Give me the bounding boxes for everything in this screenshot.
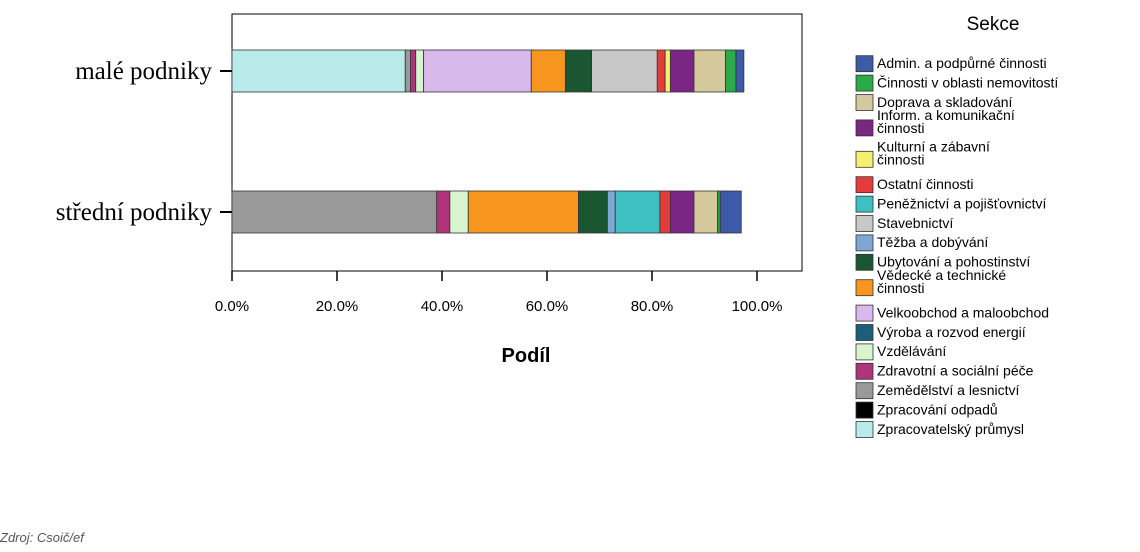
legend-label: Výroba a rozvod energií	[877, 324, 1026, 340]
legend-label: Zpracování odpadů	[877, 401, 998, 417]
legend-label: Peněžnictví a pojišťovnictví	[877, 195, 1047, 211]
legend-swatch	[855, 421, 874, 438]
category-label: malé podniky	[75, 58, 212, 85]
legend-label: Doprava a skladování	[877, 94, 1013, 110]
bar-segment	[693, 49, 726, 93]
bar-segment	[530, 49, 566, 93]
bar-segment	[467, 190, 579, 234]
legend-swatch	[855, 215, 874, 232]
source-note: Zdroj: Csoič/ef	[0, 530, 84, 545]
x-axis: 0.0% 20.0% 40.0% 60.0% 80.0% 100.0%	[215, 271, 783, 315]
legend-title: Sekce	[967, 14, 1020, 35]
bar-segment	[725, 49, 737, 93]
x-tick-label: 0.0%	[215, 298, 249, 315]
x-tick-label: 20.0%	[316, 298, 359, 315]
bar-segment	[449, 190, 469, 234]
legend-label: Kulturní a zábavní činnosti	[877, 139, 990, 168]
legend-swatch	[855, 343, 874, 361]
bar-segment	[669, 190, 695, 234]
legend-swatch	[855, 401, 874, 419]
bar-segment	[231, 49, 406, 93]
legend-swatch	[855, 176, 874, 194]
bar-segment	[719, 190, 742, 234]
legend-swatch	[855, 150, 874, 168]
legend-label: Činnosti v oblasti nemovitostí	[877, 74, 1058, 90]
bar-segment	[415, 49, 425, 93]
bar-segment	[669, 49, 695, 93]
bar-segment	[614, 190, 661, 234]
legend-swatch	[855, 362, 874, 380]
legend-label: Ostatní činnosti	[877, 176, 974, 192]
legend-swatch	[855, 382, 874, 400]
bar-segment	[410, 49, 417, 93]
bar-segment	[404, 49, 411, 93]
category-label: střední podniky	[56, 199, 213, 226]
legend-swatch	[855, 304, 874, 322]
legend-swatch	[855, 324, 874, 341]
bar-segment	[659, 190, 671, 234]
legend-label: Vědecké a technické činnosti	[877, 267, 1006, 296]
legend-swatch	[855, 253, 874, 271]
legend: Admin. a podpůrné činnosti Činnosti v obl…	[855, 55, 1058, 438]
legend-label: Zemědělství a lesnictví	[877, 382, 1019, 398]
legend-swatch	[855, 94, 874, 111]
bar-segment	[664, 49, 671, 93]
y-axis: malé podniky střední podniky	[56, 58, 232, 226]
legend-label: Vzdělávání	[877, 343, 946, 359]
legend-label: Velkoobchod a maloobchod	[877, 304, 1049, 320]
legend-label: Těžba a dobývání	[877, 234, 988, 250]
bar-segment	[423, 49, 532, 93]
bar-segment	[693, 190, 719, 234]
bar-segment	[591, 49, 658, 93]
bars-layer	[231, 49, 745, 234]
x-tick-label: 80.0%	[631, 298, 674, 315]
x-tick-label: 60.0%	[526, 298, 569, 315]
bar-segment	[656, 49, 666, 93]
legend-swatch	[855, 195, 874, 213]
bar-segment	[735, 49, 745, 93]
legend-label: Zdravotní a sociální péče	[877, 363, 1034, 379]
bar-segment	[578, 190, 608, 234]
bar-segment	[564, 49, 593, 93]
legend-label: Admin. a podpůrné činnosti	[877, 55, 1047, 71]
x-tick-label: 100.0%	[732, 298, 783, 315]
legend-label: Ubytování a pohostinství	[877, 254, 1030, 270]
legend-swatch	[855, 234, 874, 252]
legend-label: Zpracovatelský průmysl	[877, 421, 1024, 437]
legend-swatch	[855, 74, 874, 92]
legend-label: Stavebnictví	[877, 215, 953, 231]
x-tick-label: 40.0%	[421, 298, 464, 315]
legend-swatch	[855, 55, 874, 73]
bar-segment	[436, 190, 451, 234]
bar-segment	[231, 190, 438, 234]
bar-segment	[606, 190, 616, 234]
legend-label: Inform. a komunikační činnosti	[877, 107, 1015, 136]
legend-swatch	[855, 119, 874, 137]
legend-swatch	[855, 279, 874, 297]
x-axis-title: Podíl	[502, 345, 551, 367]
